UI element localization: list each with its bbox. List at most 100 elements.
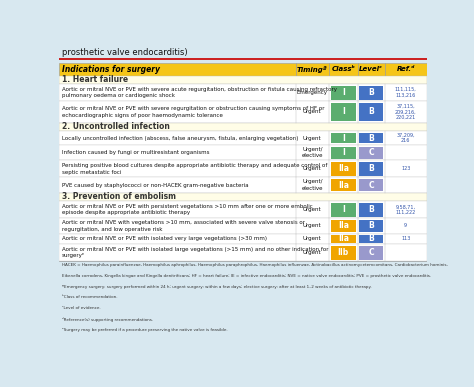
- Text: Aortic or mitral NVE or PVE with isolated very large vegetations (>30 mm): Aortic or mitral NVE or PVE with isolate…: [62, 236, 266, 241]
- Text: IIa: IIa: [338, 221, 349, 230]
- Bar: [330, 162, 356, 176]
- Bar: [59, 58, 427, 60]
- Text: I: I: [342, 88, 345, 97]
- Text: 1. Heart failure: 1. Heart failure: [62, 75, 128, 84]
- Text: C: C: [368, 148, 374, 157]
- Text: 123: 123: [401, 166, 410, 171]
- Bar: [59, 201, 427, 218]
- Bar: [59, 84, 427, 101]
- Bar: [357, 63, 385, 76]
- Text: Infection caused by fungi or multiresistant organisms: Infection caused by fungi or multiresist…: [62, 150, 209, 155]
- Bar: [59, 160, 427, 177]
- Text: ᵉSurgery may be preferred if a procedure preserving the native valve is feasible: ᵉSurgery may be preferred if a procedure…: [62, 328, 227, 332]
- Bar: [330, 147, 356, 159]
- Text: ªEmergency surgery: surgery performed within 24 h; urgent surgery: within a few : ªEmergency surgery: surgery performed wi…: [62, 284, 371, 289]
- Bar: [359, 246, 383, 260]
- Text: PVE caused by staphylococci or non-HACEK gram-negative bacteria: PVE caused by staphylococci or non-HACEK…: [62, 183, 248, 188]
- Bar: [385, 63, 427, 76]
- Text: IIb: IIb: [337, 248, 349, 257]
- Bar: [59, 218, 427, 233]
- Text: Indications for surgery: Indications for surgery: [62, 65, 160, 74]
- Bar: [359, 103, 383, 121]
- Bar: [59, 145, 427, 160]
- Text: IIa: IIa: [338, 235, 349, 243]
- Text: B: B: [368, 88, 374, 97]
- Text: Aortic or mitral NVE or PVE with persistent vegetations >10 mm after one or more: Aortic or mitral NVE or PVE with persist…: [62, 204, 312, 216]
- Bar: [59, 101, 427, 123]
- Text: Urgent: Urgent: [303, 135, 321, 140]
- Text: B: B: [368, 134, 374, 142]
- Text: Classᵇ: Classᵇ: [331, 66, 355, 72]
- Bar: [359, 147, 383, 159]
- Text: Urgent/
elective: Urgent/ elective: [301, 179, 323, 191]
- Bar: [59, 177, 427, 193]
- Text: Urgent: Urgent: [303, 250, 321, 255]
- Text: I: I: [342, 148, 345, 157]
- Text: Aortic or mitral NVE with vegetations >10 mm, associated with severe valve steno: Aortic or mitral NVE with vegetations >1…: [62, 220, 305, 231]
- Text: B: B: [368, 107, 374, 116]
- Text: ᶜLevel of evidence.: ᶜLevel of evidence.: [62, 307, 100, 310]
- Bar: [359, 203, 383, 217]
- Bar: [330, 179, 356, 191]
- Text: 113: 113: [401, 236, 410, 241]
- Bar: [330, 235, 356, 243]
- Text: 2. Uncontrolled infection: 2. Uncontrolled infection: [62, 122, 169, 132]
- Text: Eikenella corrodens, Kingella kingae and Kingella denitrificans; HF = heart fail: Eikenella corrodens, Kingella kingae and…: [62, 274, 431, 278]
- Text: C: C: [368, 248, 374, 257]
- Text: B: B: [368, 235, 374, 243]
- Text: IIa: IIa: [338, 181, 349, 190]
- Text: 37,115,
209,216,
220,221: 37,115, 209,216, 220,221: [395, 104, 417, 120]
- Bar: [296, 63, 329, 76]
- Bar: [329, 63, 357, 76]
- Text: B: B: [368, 221, 374, 230]
- Bar: [59, 76, 427, 84]
- Text: Urgent: Urgent: [303, 223, 321, 228]
- Text: Urgent: Urgent: [303, 110, 321, 115]
- Bar: [59, 60, 427, 63]
- Text: Urgent: Urgent: [303, 166, 321, 171]
- Text: prosthetic valve endocarditis): prosthetic valve endocarditis): [63, 48, 188, 57]
- Bar: [359, 86, 383, 99]
- Bar: [330, 246, 356, 260]
- Text: Ref.ᵈ: Ref.ᵈ: [396, 66, 415, 72]
- Bar: [59, 244, 427, 261]
- Text: HACEK = Haemophilus parainfluenzae, Haemophilus aphrophilus, Haemophilus paraphr: HACEK = Haemophilus parainfluenzae, Haem…: [62, 263, 447, 267]
- Text: Aortic or mitral NVE or PVE with isolated large vegetations (>15 mm) and no othe: Aortic or mitral NVE or PVE with isolate…: [62, 247, 328, 259]
- Bar: [330, 103, 356, 121]
- Text: C: C: [368, 181, 374, 190]
- Text: 9,58,71,
111,222: 9,58,71, 111,222: [395, 204, 416, 215]
- Text: Urgent/
elective: Urgent/ elective: [301, 147, 323, 158]
- Bar: [59, 233, 427, 244]
- Bar: [59, 63, 296, 76]
- Bar: [59, 123, 427, 131]
- Text: Urgent: Urgent: [303, 207, 321, 212]
- Text: 3. Prevention of embolism: 3. Prevention of embolism: [62, 192, 175, 202]
- Bar: [359, 235, 383, 243]
- Text: 9: 9: [404, 223, 407, 228]
- Bar: [330, 86, 356, 99]
- Bar: [59, 46, 427, 58]
- Text: Emergency: Emergency: [297, 90, 328, 95]
- Bar: [330, 133, 356, 144]
- Text: I: I: [342, 205, 345, 214]
- Text: B: B: [368, 205, 374, 214]
- Text: I: I: [342, 134, 345, 142]
- Text: 37,209,
216: 37,209, 216: [396, 133, 415, 144]
- Text: ᵈReference(s) supporting recommendations.: ᵈReference(s) supporting recommendations…: [62, 317, 153, 322]
- Bar: [59, 131, 427, 145]
- Bar: [330, 220, 356, 232]
- Text: 111,115,
113,216: 111,115, 113,216: [395, 87, 417, 98]
- Bar: [359, 179, 383, 191]
- Bar: [59, 193, 427, 201]
- Bar: [330, 203, 356, 217]
- Text: Persisting positive blood cultures despite appropriate antibiotic therapy and ad: Persisting positive blood cultures despi…: [62, 163, 327, 175]
- Text: Aortic or mitral NVE or PVE with severe acute regurgitation, obstruction or fist: Aortic or mitral NVE or PVE with severe …: [62, 87, 337, 98]
- Bar: [359, 133, 383, 144]
- Text: Aortic or mitral NVE or PVE with severe regurgitation or obstruction causing sym: Aortic or mitral NVE or PVE with severe …: [62, 106, 324, 118]
- Text: Timingª: Timingª: [297, 66, 328, 73]
- Text: Urgent: Urgent: [303, 236, 321, 241]
- Text: IIa: IIa: [338, 164, 349, 173]
- Bar: [59, 261, 427, 344]
- Bar: [359, 220, 383, 232]
- Text: B: B: [368, 164, 374, 173]
